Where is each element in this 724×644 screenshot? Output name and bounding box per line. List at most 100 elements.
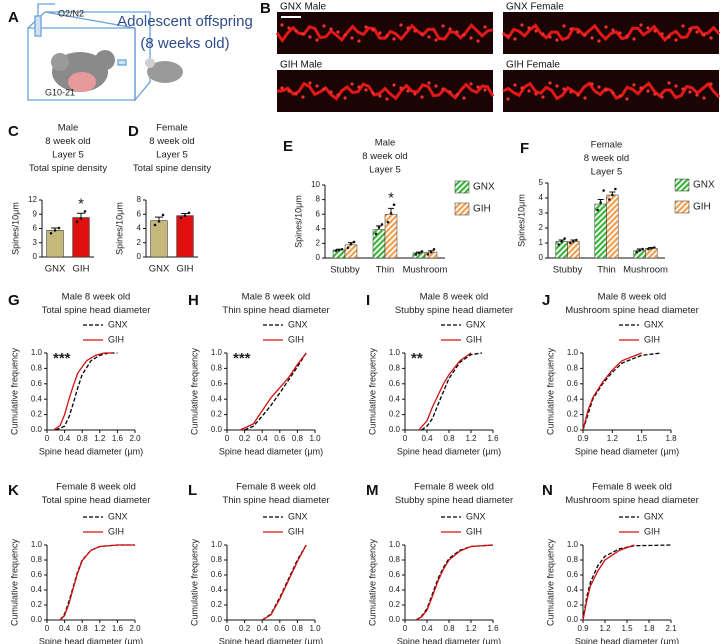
y-tick-label: 0.0	[567, 425, 579, 434]
spine	[294, 92, 298, 96]
chart-title: 8 week old	[45, 136, 90, 147]
legend-label: GNX	[288, 319, 308, 329]
significance: ***	[53, 350, 71, 367]
spine	[357, 39, 361, 43]
x-tick-label: 1.5	[636, 434, 648, 443]
y-tick-label: 5	[539, 178, 544, 187]
legend-label: GIH	[644, 334, 660, 344]
x-tick-label: 0	[45, 434, 50, 443]
y-tick-label: 0.8	[389, 555, 401, 564]
cdf-line	[53, 352, 113, 431]
y-tick-label: 1.0	[31, 348, 43, 357]
spine	[406, 89, 410, 93]
image-label: GNX Female	[506, 2, 564, 13]
chart-title: Female 8 week old	[414, 482, 494, 493]
spine	[618, 94, 622, 98]
x-tick-label: 0	[45, 624, 50, 633]
x-axis-label: Spine head diameter (µm)	[39, 636, 143, 644]
legend-label: GNX	[466, 511, 486, 521]
y-axis-label: Cumulative frequency	[9, 538, 19, 626]
panel-letter: E	[283, 138, 293, 155]
y-tick-label: 1.0	[389, 348, 401, 357]
data-point	[420, 250, 424, 253]
spine	[448, 90, 452, 94]
y-tick-label: 8	[316, 195, 321, 204]
micrograph	[277, 12, 493, 54]
data-point	[569, 241, 572, 245]
spine	[681, 24, 685, 28]
data-point	[161, 213, 165, 217]
spine	[483, 88, 487, 92]
x-tick-label: 0.6	[274, 624, 286, 633]
data-point	[432, 247, 436, 251]
x-tick-label: 0.4	[421, 624, 433, 633]
x-tick-label: Stubby	[330, 265, 360, 276]
x-tick-label: 0	[225, 624, 230, 633]
y-tick-label: 10	[311, 180, 320, 189]
x-tick-label: 0	[225, 434, 230, 443]
spine	[308, 35, 312, 39]
image-label: GIH Male	[280, 60, 323, 71]
spine	[709, 82, 713, 86]
spine	[604, 88, 608, 92]
caption: (8 weeks old)	[140, 35, 229, 52]
spine	[420, 95, 424, 99]
spine	[646, 26, 650, 30]
chart-title: Male	[375, 138, 396, 149]
y-tick-label: 0.8	[31, 364, 43, 373]
panel-letter: M	[366, 482, 379, 499]
x-axis-label: Spine head diameter (µm)	[575, 636, 679, 644]
spine	[476, 85, 480, 89]
chart-title: Male 8 week old	[242, 292, 311, 303]
y-tick-label: 12	[28, 195, 37, 204]
y-tick-label: 0.4	[567, 585, 579, 594]
x-axis-label: Spine head diameter (µm)	[39, 446, 143, 456]
x-tick-label: 1.6	[112, 434, 124, 443]
cdf-line	[55, 352, 118, 431]
data-point	[575, 238, 578, 242]
spine	[639, 86, 643, 90]
spine	[513, 37, 517, 41]
y-tick-label: 0.4	[389, 585, 401, 594]
bar	[606, 194, 619, 259]
x-tick-label: GIH	[73, 264, 90, 275]
x-tick-label: 0.8	[77, 434, 89, 443]
x-tick-label: 1.2	[465, 624, 477, 633]
panel-letter: K	[8, 482, 19, 499]
spine	[660, 32, 664, 36]
y-tick-label: 6	[137, 209, 142, 218]
y-tick-label: 0.2	[567, 410, 579, 419]
y-tick-label: 0.0	[211, 615, 223, 624]
spine	[583, 33, 587, 37]
data-point	[334, 249, 338, 252]
spine	[548, 81, 552, 85]
data-point	[647, 247, 650, 251]
data-point	[417, 251, 421, 255]
spine	[434, 38, 438, 42]
legend-label: GNX	[693, 180, 715, 191]
y-tick-label: 1.0	[389, 540, 401, 549]
chart-title: 8 week old	[362, 151, 407, 162]
y-tick-label: 0.0	[31, 615, 43, 624]
data-point	[635, 250, 638, 254]
spine	[534, 29, 538, 33]
x-tick-label: 1.0	[309, 624, 321, 633]
spine	[625, 97, 629, 101]
spine	[392, 83, 396, 87]
chart-title: Female 8 week old	[56, 482, 136, 493]
spine	[469, 82, 473, 86]
spine	[562, 24, 566, 28]
x-tick-label: Mushroom	[403, 265, 448, 276]
y-axis-label: Spines/10μm	[114, 202, 124, 255]
gas-label: O2/N2	[58, 8, 84, 18]
chart-title: Male 8 week old	[598, 292, 667, 303]
spine	[322, 87, 326, 91]
y-axis-label: Spines/10μm	[516, 194, 526, 247]
y-tick-label: 0.6	[389, 379, 401, 388]
legend-label: GIH	[473, 204, 491, 215]
chart-title: Thin spine head diameter	[222, 495, 329, 506]
spine	[548, 35, 552, 39]
bar	[567, 241, 580, 259]
y-tick-label: 3	[539, 208, 544, 217]
y-tick-label: 0.6	[389, 570, 401, 579]
